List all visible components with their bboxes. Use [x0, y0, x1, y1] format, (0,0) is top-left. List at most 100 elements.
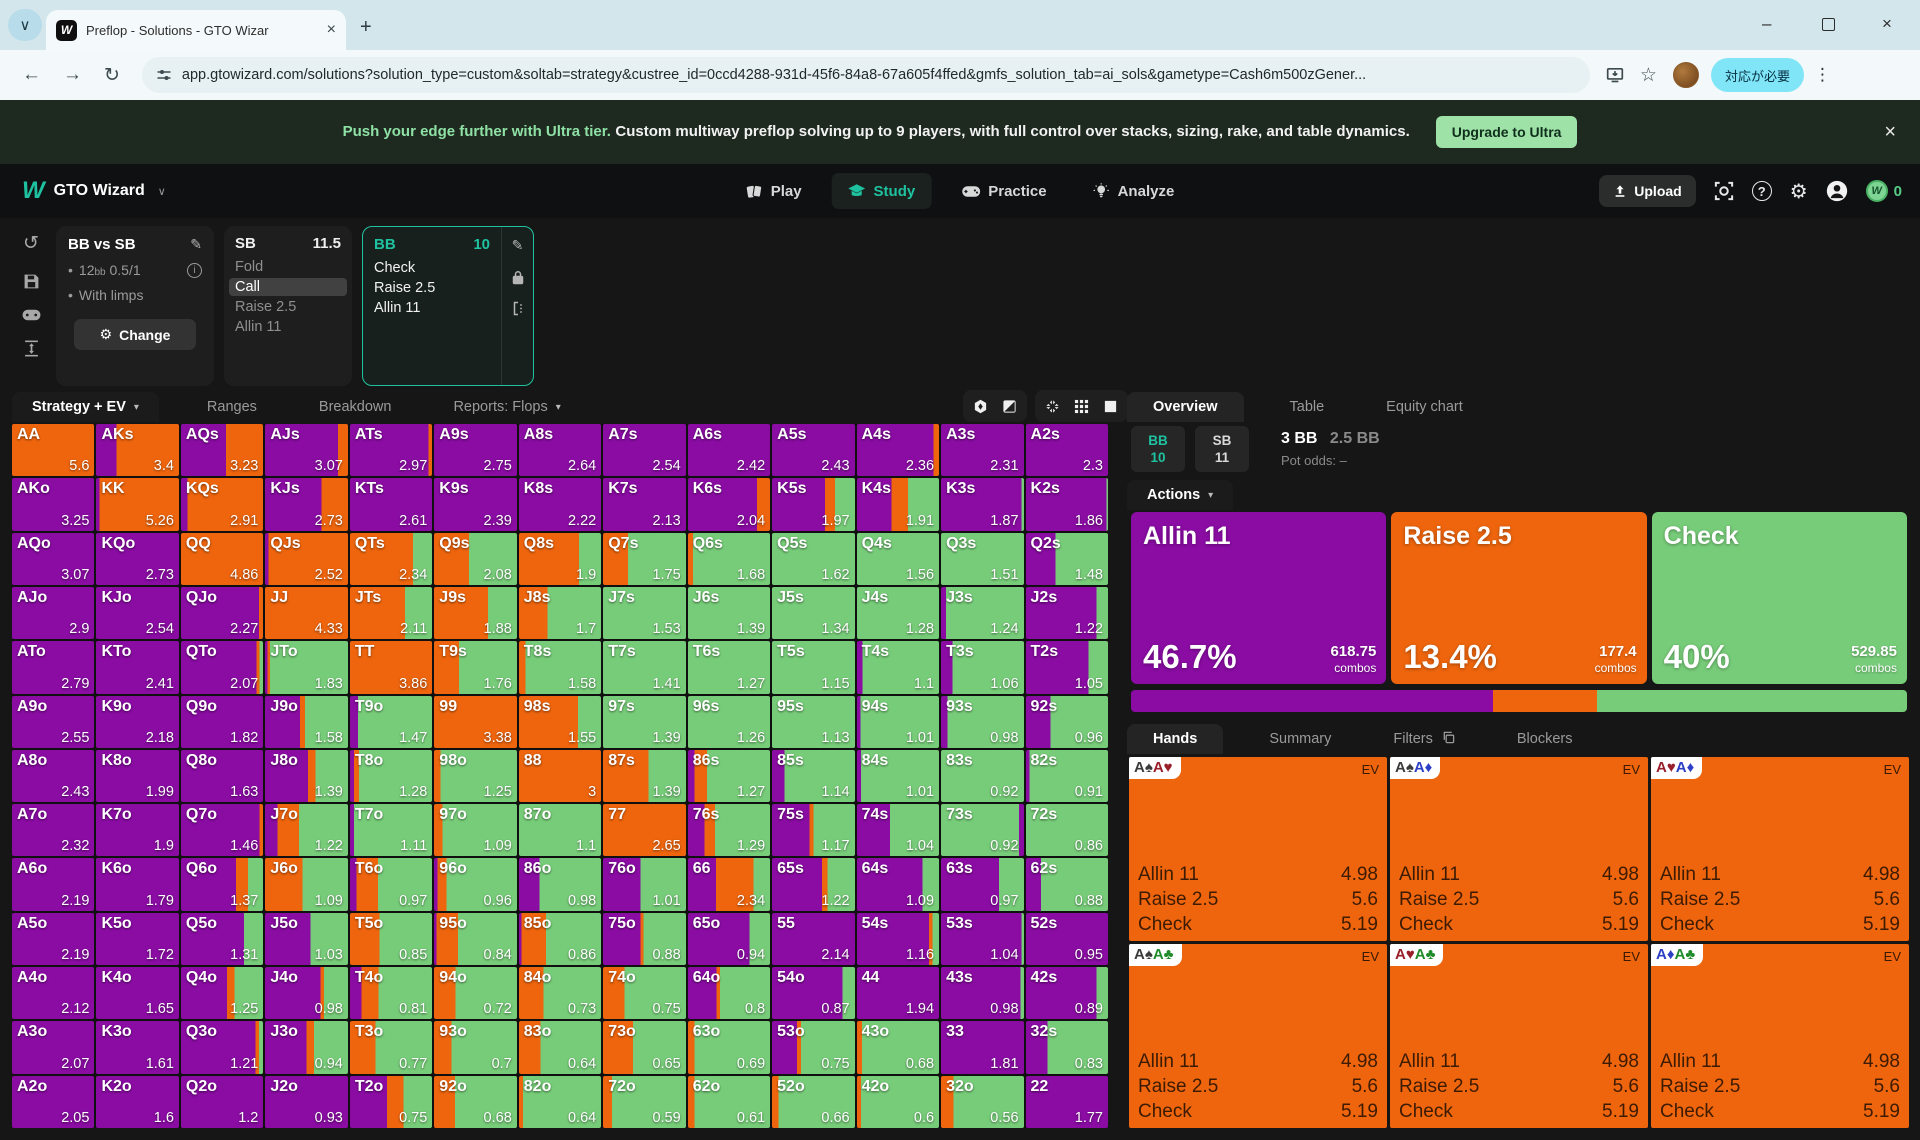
grid-cell-JTs[interactable]: JTs 2.11	[349, 586, 433, 640]
grid-cell-K5o[interactable]: K5o 1.72	[96, 912, 179, 966]
grid-cell-93s[interactable]: 93s 0.98	[941, 695, 1024, 748]
stack-depth-icon[interactable]	[24, 340, 39, 357]
grid-cell-AQo[interactable]: AQo 3.07	[12, 532, 95, 585]
grid-cell-82o[interactable]: 82o 0.64	[518, 1075, 602, 1128]
grid-cell-KTs[interactable]: KTs 2.61	[349, 478, 433, 531]
grid-cell-Q2s[interactable]: Q2s 1.48	[1025, 532, 1108, 585]
browser-profile-avatar[interactable]	[1672, 62, 1699, 88]
tab-search-chevron-icon[interactable]: ∨	[8, 9, 42, 41]
grid-cell-J9s[interactable]: J9s 1.88	[434, 586, 517, 640]
grid-cell-AJs[interactable]: AJs 3.07	[265, 424, 348, 477]
grid-cell-Q6s[interactable]: Q6s 1.68	[687, 532, 771, 585]
grid-cell-T9o[interactable]: T9o 1.47	[349, 695, 433, 748]
grid-cell-86o[interactable]: 86o 0.98	[518, 858, 602, 911]
grid-cell-96s[interactable]: 96s 1.26	[687, 695, 771, 748]
tab-filters[interactable]: Filters	[1377, 724, 1471, 754]
reload-icon[interactable]: ↻	[104, 64, 120, 86]
grid-cell-K4s[interactable]: K4s 1.91	[856, 478, 940, 531]
grid-cell-43o[interactable]: 43o 0.68	[856, 1021, 940, 1074]
grid-cell-KJs[interactable]: KJs 2.73	[265, 478, 348, 531]
banner-close-icon[interactable]: ×	[1884, 120, 1896, 143]
grid-cell-62o[interactable]: 62o 0.61	[687, 1075, 771, 1128]
grid-cell-93o[interactable]: 93o 0.7	[434, 1021, 517, 1074]
weighted-view-icon[interactable]	[1002, 399, 1017, 414]
grid-cell-T6o[interactable]: T6o 0.97	[349, 858, 433, 911]
back-icon[interactable]: ←	[22, 64, 41, 85]
grid-cell-T3o[interactable]: T3o 0.77	[349, 1021, 433, 1074]
window-close-button[interactable]: ×	[1882, 14, 1892, 33]
grid-cell-K9s[interactable]: K9s 2.39	[434, 478, 517, 531]
grid-cell-Q5s[interactable]: Q5s 1.62	[772, 532, 855, 585]
grid-cell-T8s[interactable]: T8s 1.58	[518, 641, 602, 694]
edit-solution-icon[interactable]: ✎	[190, 236, 202, 252]
grid-cell-55[interactable]: 55 2.14	[772, 912, 855, 966]
grid-cell-K3o[interactable]: K3o 1.61	[96, 1021, 179, 1074]
grid-cell-JTo[interactable]: JTo 1.83	[265, 641, 348, 694]
nav-item-analyze[interactable]: Analyze	[1077, 173, 1191, 209]
copy-range-icon[interactable]	[511, 301, 525, 316]
grid-cell-K6o[interactable]: K6o 1.79	[96, 858, 179, 911]
browser-tab[interactable]: W Preflop - Solutions - GTO Wizar ×	[46, 10, 346, 50]
grid-cell-42s[interactable]: 42s 0.89	[1025, 967, 1108, 1020]
grid-cell-A5s[interactable]: A5s 2.43	[772, 424, 855, 477]
upload-button[interactable]: Upload	[1599, 175, 1696, 207]
tab-overview[interactable]: Overview	[1127, 392, 1244, 422]
grid-cell-76s[interactable]: 76s 1.29	[687, 804, 771, 857]
tab-table[interactable]: Table	[1289, 399, 1325, 415]
grid-cell-A6s[interactable]: A6s 2.42	[687, 424, 771, 477]
grid-cell-A4s[interactable]: A4s 2.36	[856, 424, 940, 477]
hand-card-AhAc[interactable]: A♥A♣ EV Allin 11 4.98 Raise 2.5 5.6 Check 5.19	[1390, 944, 1648, 1128]
forward-icon[interactable]: →	[63, 64, 82, 85]
sb-action-allin-11[interactable]: Allin 11	[235, 319, 282, 335]
wizard-coins[interactable]: W 0	[1865, 180, 1902, 202]
grid-cell-J2s[interactable]: J2s 1.22	[1025, 586, 1108, 640]
grid-cell-85s[interactable]: 85s 1.14	[772, 749, 855, 803]
grid-cell-K9o[interactable]: K9o 2.18	[96, 695, 179, 748]
suits-toggle-icon[interactable]	[973, 399, 988, 414]
grid-cell-44[interactable]: 44 1.94	[856, 967, 940, 1020]
grid-cell-J4s[interactable]: J4s 1.28	[856, 586, 940, 640]
grid-cell-Q3o[interactable]: Q3o 1.21	[180, 1021, 264, 1074]
grid-cell-T7o[interactable]: T7o 1.11	[349, 804, 433, 857]
grid-cell-86s[interactable]: 86s 1.27	[687, 749, 771, 803]
hand-card-AsAc[interactable]: A♠A♣ EV Allin 11 4.98 Raise 2.5 5.6 Check 5.19	[1129, 944, 1387, 1128]
grid-cell-T6s[interactable]: T6s 1.27	[687, 641, 771, 694]
history-icon[interactable]: ↺	[23, 233, 39, 254]
grid-cell-Q6o[interactable]: Q6o 1.37	[180, 858, 264, 911]
grid-cell-T3s[interactable]: T3s 1.06	[941, 641, 1024, 694]
grid-cell-32s[interactable]: 32s 0.83	[1025, 1021, 1108, 1074]
grid-cell-T2o[interactable]: T2o 0.75	[349, 1075, 433, 1128]
action-card-allin-11[interactable]: Allin 11 46.7% 618.75 combos	[1131, 512, 1387, 684]
grid-cell-A6o[interactable]: A6o 2.19	[12, 858, 95, 911]
grid-cell-98s[interactable]: 98s 1.55	[518, 695, 602, 748]
grid-cell-JJ[interactable]: JJ 4.33	[265, 586, 348, 640]
tab-ranges[interactable]: Ranges	[193, 392, 271, 422]
hand-card-AhAd[interactable]: A♥A♦ EV Allin 11 4.98 Raise 2.5 5.6 Check 5.19	[1651, 757, 1909, 941]
grid-cell-85o[interactable]: 85o 0.86	[518, 912, 602, 966]
grid-cell-K2o[interactable]: K2o 1.6	[96, 1075, 179, 1128]
grid-cell-96o[interactable]: 96o 0.96	[434, 858, 517, 911]
grid-cell-T4s[interactable]: T4s 1.1	[856, 641, 940, 694]
grid-cell-52o[interactable]: 52o 0.66	[772, 1075, 855, 1128]
grid-cell-AQs[interactable]: AQs 3.23	[180, 424, 264, 477]
grid-cell-53s[interactable]: 53s 1.04	[941, 912, 1024, 966]
grid-cell-J3o[interactable]: J3o 0.94	[265, 1021, 348, 1074]
tab-equity-chart[interactable]: Equity chart	[1386, 399, 1463, 415]
single-view-icon[interactable]	[1103, 399, 1118, 414]
grid-cell-ATo[interactable]: ATo 2.79	[12, 641, 95, 694]
grid-cell-73o[interactable]: 73o 0.65	[603, 1021, 686, 1074]
grid-cell-Q9s[interactable]: Q9s 2.08	[434, 532, 517, 585]
grid-cell-ATs[interactable]: ATs 2.97	[349, 424, 433, 477]
grid-cell-K8s[interactable]: K8s 2.22	[518, 478, 602, 531]
grid-cell-QTo[interactable]: QTo 2.07	[180, 641, 264, 694]
grid-cell-KQo[interactable]: KQo 2.73	[96, 532, 179, 585]
action-card-check[interactable]: Check 40% 529.85 combos	[1651, 512, 1907, 684]
nav-item-play[interactable]: Play	[730, 173, 818, 209]
grid-cell-J4o[interactable]: J4o 0.98	[265, 967, 348, 1020]
new-tab-button[interactable]: +	[360, 16, 372, 38]
grid-cell-63s[interactable]: 63s 0.97	[941, 858, 1024, 911]
grid-cell-QJs[interactable]: QJs 2.52	[265, 532, 348, 585]
nav-item-study[interactable]: Study	[831, 173, 932, 209]
grid-cell-66[interactable]: 66 2.34	[687, 858, 771, 911]
grid-cell-83o[interactable]: 83o 0.64	[518, 1021, 602, 1074]
